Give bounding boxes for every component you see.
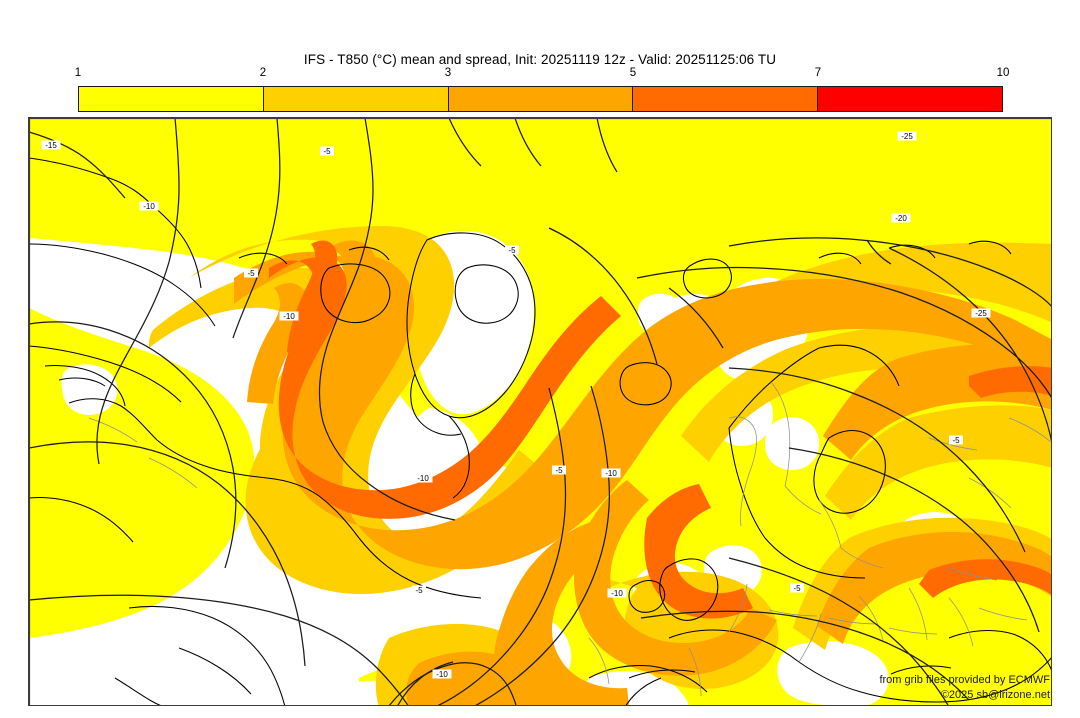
- svg-text:-20: -20: [895, 214, 907, 223]
- contour-label: -5: [505, 245, 519, 255]
- svg-text:-5: -5: [555, 466, 563, 475]
- svg-text:-10: -10: [283, 312, 295, 321]
- contour-label: -10: [601, 468, 621, 478]
- colorbar-segment-1-2: [79, 87, 263, 111]
- spread-fill-level-5: [269, 240, 1051, 619]
- svg-text:-10: -10: [417, 474, 429, 483]
- colorbar-tick-2: 2: [259, 67, 267, 79]
- contour-label: -10: [139, 201, 159, 211]
- attribution-copyright: ©2025 sb@irizone.net: [940, 689, 1050, 701]
- colorbar-tick-10: 10: [996, 67, 1010, 79]
- svg-text:-5: -5: [952, 436, 960, 445]
- contour-label-group: -15 -10 -5 -5 -5 -10 -20 -25 -25 -5 -10 -5 -5 -10 -10 -…: [41, 131, 991, 679]
- contour-label: -5: [412, 585, 426, 595]
- colorbar-tick-5: 5: [629, 67, 637, 79]
- contour-label: -5: [552, 465, 566, 475]
- contour-label: -25: [897, 131, 917, 141]
- map-frame: [29, 118, 1051, 705]
- contour-label: -20: [891, 213, 911, 223]
- contour-label: -10: [279, 311, 299, 321]
- svg-text:-5: -5: [508, 246, 516, 255]
- colorbar-gradient: [78, 86, 1003, 112]
- contour-label: -15: [41, 140, 61, 150]
- contour-label: -25: [971, 308, 991, 318]
- contour-label: -5: [244, 268, 258, 278]
- colorbar-segment-3-5: [447, 87, 633, 111]
- svg-text:-10: -10: [605, 469, 617, 478]
- colorbar-tick-3: 3: [444, 67, 452, 79]
- attribution-source: from grib files provided by ECMWF: [879, 674, 1050, 686]
- page-title: IFS - T850 (°C) mean and spread, Init: 2…: [303, 52, 777, 67]
- colorbar-segment-2-3: [262, 87, 448, 111]
- svg-text:-5: -5: [323, 147, 331, 156]
- map-canvas: -15 -10 -5 -5 -5 -10 -20 -25 -25 -5 -10 -5 -5 -10 -10 -…: [29, 118, 1051, 705]
- svg-text:-5: -5: [415, 586, 423, 595]
- svg-text:-15: -15: [45, 141, 57, 150]
- contour-label: -10: [607, 588, 627, 598]
- contour-label: -10: [413, 473, 433, 483]
- weather-map[interactable]: -15 -10 -5 -5 -5 -10 -20 -25 -25 -5 -10 -5 -5 -10 -10 -…: [28, 117, 1052, 706]
- colorbar-segment-5-7: [632, 87, 818, 111]
- svg-text:-10: -10: [143, 202, 155, 211]
- contour-label: -5: [790, 583, 804, 593]
- colorbar-tick-7: 7: [814, 67, 822, 79]
- svg-text:-5: -5: [247, 269, 255, 278]
- colorbar-segment-7-10: [817, 87, 1002, 111]
- colorbar: 1 2 3 5 7 10: [75, 67, 1009, 112]
- svg-text:-5: -5: [793, 584, 801, 593]
- country-borders: [88, 381, 1051, 697]
- svg-text:-10: -10: [611, 589, 623, 598]
- svg-text:-25: -25: [975, 309, 987, 318]
- svg-text:-10: -10: [436, 670, 448, 679]
- svg-text:-25: -25: [901, 132, 913, 141]
- contour-label: -5: [949, 435, 963, 445]
- coastlines: [29, 157, 1051, 705]
- contour-label: -10: [432, 669, 452, 679]
- contour-lines: [29, 118, 1051, 705]
- colorbar-tick-1: 1: [74, 67, 82, 79]
- contour-label: -5: [320, 146, 334, 156]
